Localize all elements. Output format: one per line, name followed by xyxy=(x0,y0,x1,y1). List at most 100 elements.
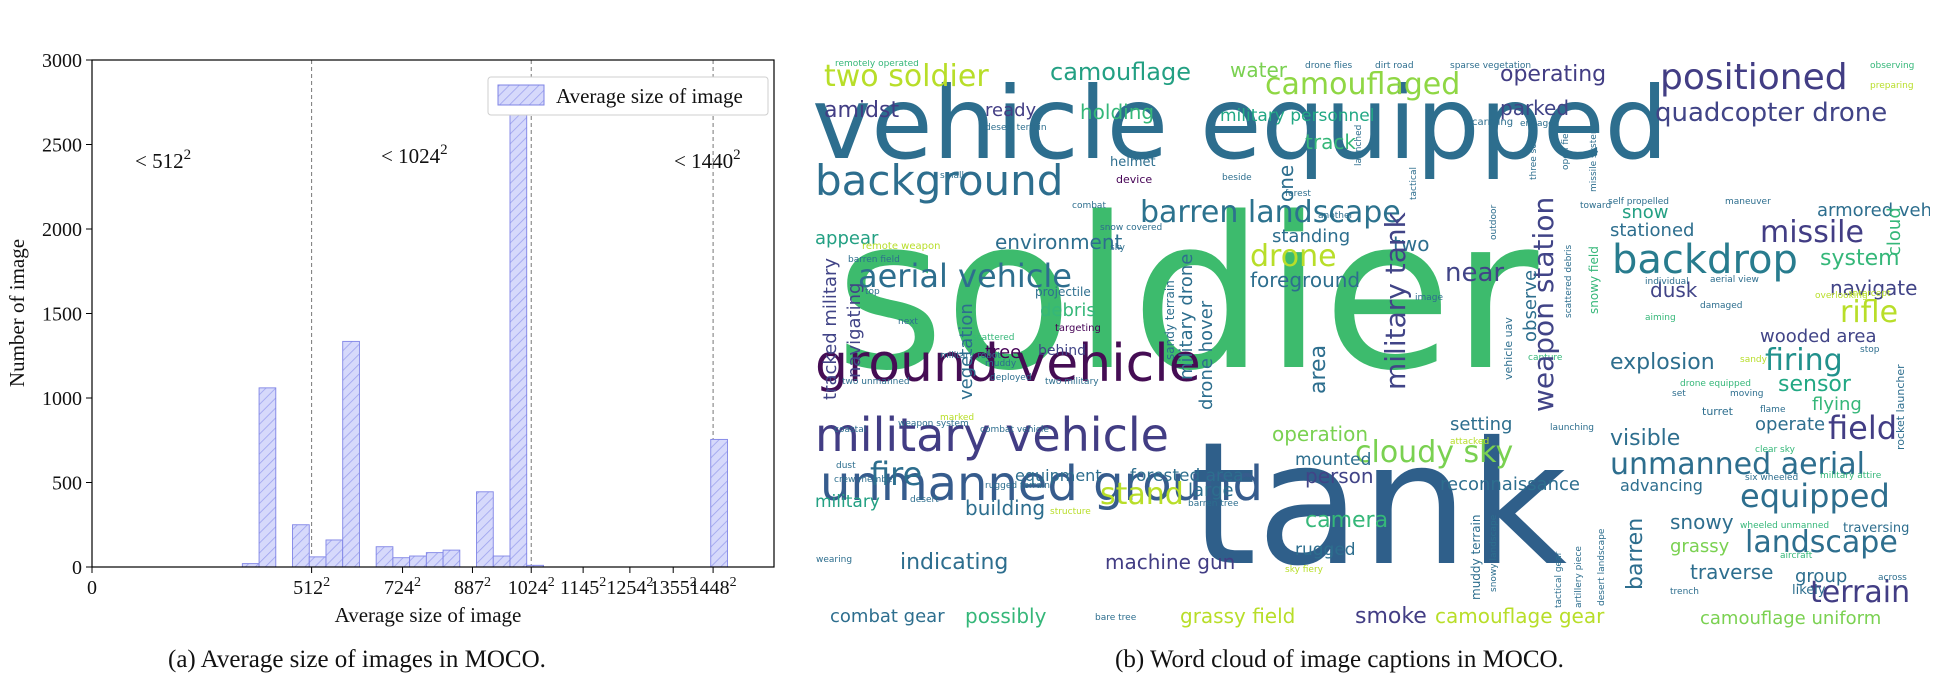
threshold-label: < 5122 xyxy=(135,147,191,173)
word-cloud-word: camouflage xyxy=(1050,60,1191,86)
word-cloud-word: desert xyxy=(910,495,939,505)
y-tick-label: 3000 xyxy=(42,50,82,72)
word-cloud-word: maneuver xyxy=(1725,197,1771,207)
word-cloud-word: aiming xyxy=(1645,313,1676,323)
histogram-bar xyxy=(308,556,327,568)
word-cloud-word: military drone xyxy=(1176,253,1197,380)
x-tick-label: 7242 xyxy=(384,575,421,599)
word-cloud-word: individual xyxy=(1645,277,1689,287)
word-cloud-word: equipped xyxy=(1740,477,1890,515)
word-cloud-word: quadcopter drone xyxy=(1655,98,1888,128)
word-cloud-word: set xyxy=(1672,389,1686,399)
word-cloud-word: two unmanned xyxy=(842,377,910,387)
word-cloud-word: aircraft xyxy=(1780,551,1813,561)
x-tick-label: 0 xyxy=(87,577,97,599)
word-cloud-word: three soldiers xyxy=(1529,118,1539,180)
legend-box xyxy=(487,76,769,116)
word-cloud-word: coastal xyxy=(834,425,867,435)
word-cloud-word: sky fiery xyxy=(1285,565,1323,575)
word-cloud-word: desert landscape xyxy=(1597,528,1607,606)
word-cloud-word: military xyxy=(815,492,880,512)
legend: Average size of image xyxy=(487,76,769,116)
word-cloud-word: military tank xyxy=(1379,212,1412,390)
x-tick-label: 5122 xyxy=(293,575,330,599)
histogram-bar xyxy=(392,557,411,568)
word-cloud-word: stationed xyxy=(1610,220,1695,241)
word-cloud-word: preparing xyxy=(1870,81,1914,91)
word-cloud-word: building xyxy=(965,496,1046,520)
y-tick-label: 2500 xyxy=(42,135,82,157)
word-cloud-word: missile system xyxy=(1589,125,1599,192)
word-cloud-word: unmanned aerial xyxy=(1610,447,1865,482)
word-cloud-word: equipment xyxy=(1015,466,1102,485)
word-cloud-word: possibly xyxy=(965,604,1047,628)
word-cloud-word: trench xyxy=(1670,587,1699,597)
word-cloud-word: camouflage gear xyxy=(1435,604,1605,628)
word-cloud-word: water xyxy=(1230,60,1287,82)
threshold-labels: < 5122 < 10242 < 14402 xyxy=(135,142,741,173)
word-cloud-word: observe xyxy=(1520,269,1541,342)
word-cloud-word: traversing xyxy=(1843,521,1910,536)
word-cloud-word: device xyxy=(1116,173,1153,186)
histogram-bar xyxy=(476,491,494,568)
word-cloud-word: sky xyxy=(1110,243,1125,253)
word-cloud-word: explosion xyxy=(1610,350,1715,375)
word-cloud-word: holding xyxy=(1080,100,1155,124)
word-cloud-word: snowy xyxy=(1670,510,1734,534)
word-cloud-word: soldier xyxy=(835,172,1539,417)
histogram-bar xyxy=(342,340,360,568)
histogram-bars xyxy=(241,113,728,568)
word-cloud-word: cloudy sky xyxy=(1355,435,1514,470)
word-cloud-word: weapon system xyxy=(898,419,969,429)
y-tick-label: 500 xyxy=(52,473,82,495)
word-cloud-word: launching xyxy=(1550,423,1594,433)
y-axis-label: Number of image xyxy=(5,239,29,387)
word-cloud-word: standing xyxy=(1272,226,1351,247)
word-cloud-word: overlooking xyxy=(1815,291,1868,301)
word-cloud-word: artillery piece xyxy=(1574,546,1584,608)
word-cloud-word: tactical gear xyxy=(1554,551,1564,608)
word-cloud-word: debris xyxy=(1040,300,1096,321)
word-cloud-word: clear sky xyxy=(1755,445,1795,455)
word-cloud-word: helmet xyxy=(1110,155,1156,170)
word-cloud-word: across xyxy=(1878,573,1907,583)
word-cloud-word: likely xyxy=(1792,583,1826,598)
word-cloud-word: combat xyxy=(1072,201,1106,211)
word-cloud-word: engaged xyxy=(1520,119,1560,129)
word-cloud-word: system xyxy=(1820,246,1900,271)
word-cloud-word: barren tree xyxy=(1188,499,1239,509)
word-cloud-word: top xyxy=(865,287,880,297)
word-cloud-word: wooded area xyxy=(1760,326,1877,347)
word-cloud-word: sensor xyxy=(1778,372,1851,397)
word-cloud-word: flame xyxy=(1760,405,1786,415)
word-cloud-word: reconnaissance xyxy=(1440,474,1581,495)
word-cloud-word: scattered debris xyxy=(1564,244,1574,318)
word-cloud-word: next xyxy=(898,317,918,327)
word-cloud-word: vehicle equipped xyxy=(812,65,1669,182)
word-cloud-word: advancing xyxy=(1620,476,1703,495)
word-cloud-word: behind xyxy=(1038,343,1087,359)
word-cloud-word: rocket launcher xyxy=(1894,364,1907,450)
word-cloud-word: combat vehicle xyxy=(980,425,1049,435)
word-cloud-word: navigate xyxy=(1830,276,1918,300)
threshold-label: < 14402 xyxy=(674,147,741,173)
word-cloud-word: unmanned ground xyxy=(820,456,1263,512)
word-cloud-word: camera xyxy=(1305,508,1389,533)
word-cloud-word: snowy field xyxy=(1587,246,1601,314)
word-cloud-word: marked xyxy=(940,413,975,423)
word-cloud-word: tree xyxy=(985,342,1022,363)
word-cloud-word: ready xyxy=(985,100,1037,121)
word-cloud-word: drone hover xyxy=(1196,300,1217,410)
word-cloud-word: toward xyxy=(1580,201,1612,211)
word-cloud-word: fire xyxy=(870,455,923,493)
y-axis-ticks: 0 500 1000 1500 2000 2500 3000 xyxy=(42,50,92,579)
histogram-bar xyxy=(258,387,277,568)
word-cloud-word: camouflage uniform xyxy=(1700,608,1882,629)
x-axis-label: Average size of image xyxy=(335,603,522,627)
legend-swatch xyxy=(497,84,545,106)
word-cloud-word: attacked xyxy=(1450,437,1490,447)
word-cloud-word: tank xyxy=(1190,406,1568,604)
word-cloud-word: wheeled unmanned xyxy=(1740,521,1830,531)
word-cloud-word: self propelled xyxy=(1608,197,1669,207)
y-tick-label: 1000 xyxy=(42,388,82,410)
